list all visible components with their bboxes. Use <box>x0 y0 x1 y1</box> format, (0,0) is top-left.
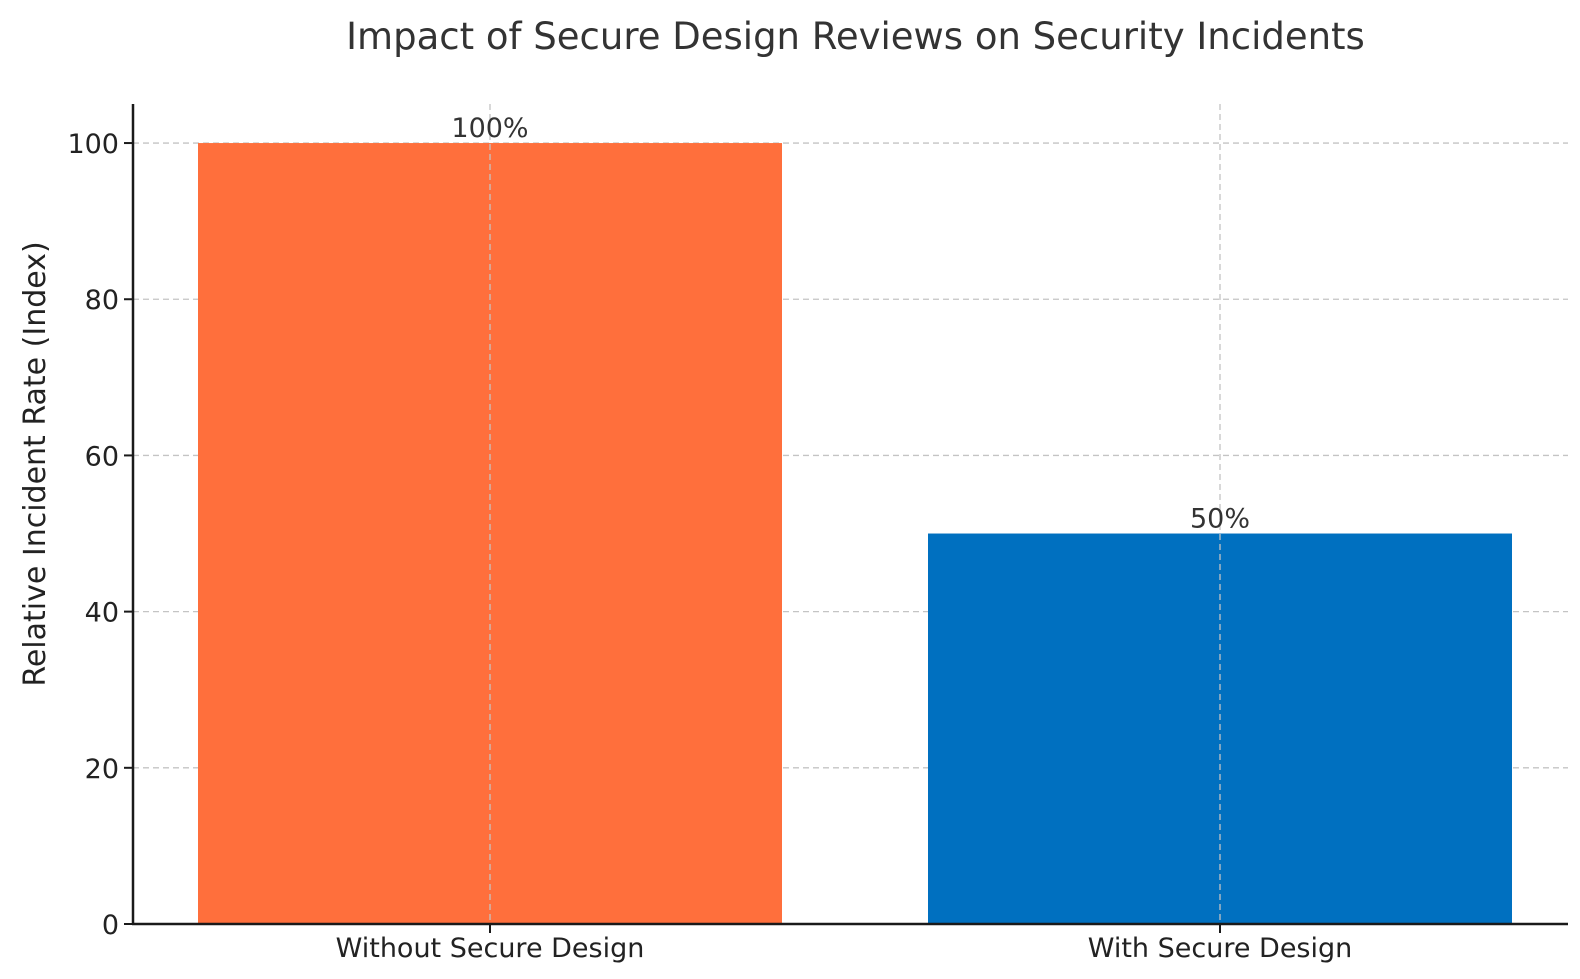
x-tick-label: Without Secure Design <box>336 933 645 964</box>
bars <box>198 143 1512 925</box>
y-tick-label: 60 <box>85 441 119 472</box>
bar-value-label: 100% <box>451 113 528 144</box>
bar <box>198 143 782 925</box>
chart-title: Impact of Secure Design Reviews on Secur… <box>346 15 1365 58</box>
y-tick-label: 100 <box>67 129 119 160</box>
vertical-gridlines <box>489 104 1221 924</box>
y-tick-label: 20 <box>85 754 119 785</box>
bar-value-label: 50% <box>1190 504 1250 535</box>
y-tick-label: 0 <box>102 910 119 941</box>
x-tick-label: With Secure Design <box>1088 933 1353 964</box>
labels: 0 20 40 60 80 100 Without Secure Design With Se… <box>67 113 1352 964</box>
axes <box>124 104 1568 933</box>
y-tick-label: 80 <box>85 285 119 316</box>
y-axis-label: Relative Incident Rate (Index) <box>18 241 53 686</box>
y-tick-label: 40 <box>85 598 119 629</box>
